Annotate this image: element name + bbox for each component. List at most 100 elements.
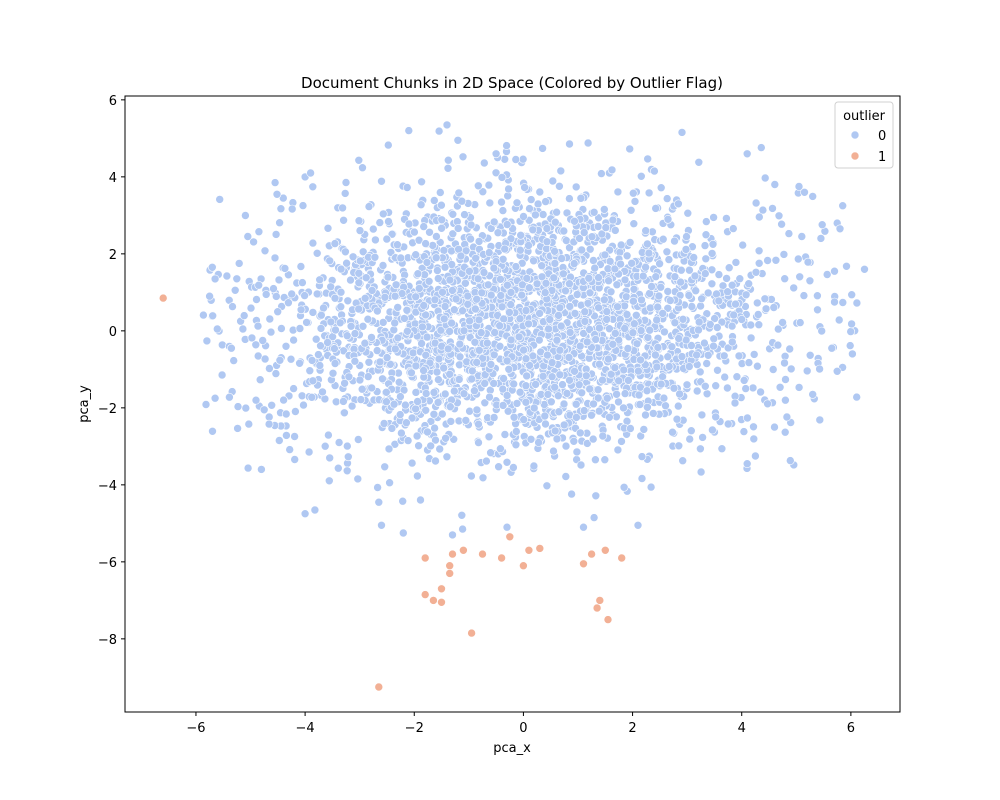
point-series-0 <box>350 356 360 366</box>
point-series-1 <box>600 545 610 555</box>
point-series-0 <box>565 279 574 289</box>
point-series-0 <box>775 382 785 392</box>
point-series-0 <box>471 253 481 263</box>
point-series-0 <box>336 302 346 312</box>
point-series-0 <box>756 387 765 397</box>
point-series-0 <box>441 433 450 443</box>
y-tick-label: −4 <box>98 479 117 494</box>
point-series-0 <box>758 205 768 215</box>
point-series-0 <box>215 195 224 204</box>
point-series-0 <box>435 444 445 454</box>
point-series-0 <box>681 245 691 254</box>
point-series-0 <box>384 444 394 454</box>
point-series-0 <box>779 250 789 259</box>
point-series-1 <box>445 569 455 578</box>
point-series-0 <box>707 249 717 258</box>
point-series-0 <box>378 261 388 270</box>
point-series-0 <box>356 395 366 404</box>
point-series-0 <box>447 318 456 328</box>
point-series-0 <box>331 325 340 335</box>
point-series-0 <box>472 405 482 415</box>
point-series-0 <box>673 401 683 411</box>
point-series-0 <box>502 457 512 467</box>
point-series-0 <box>777 219 786 229</box>
point-series-0 <box>381 387 391 397</box>
point-series-0 <box>473 181 483 191</box>
point-series-0 <box>518 154 528 164</box>
point-series-0 <box>729 310 739 320</box>
point-series-0 <box>664 362 674 371</box>
point-series-0 <box>553 391 563 401</box>
legend-label-0: 0 <box>878 129 886 144</box>
point-series-0 <box>702 359 712 368</box>
point-series-0 <box>367 333 376 342</box>
point-series-1 <box>445 561 455 571</box>
point-series-0 <box>285 445 295 454</box>
point-series-0 <box>478 473 488 483</box>
point-series-0 <box>591 335 601 344</box>
point-series-0 <box>330 239 340 248</box>
point-series-0 <box>243 232 253 241</box>
point-series-0 <box>727 337 737 347</box>
point-series-0 <box>482 456 491 466</box>
point-series-0 <box>428 241 438 250</box>
point-series-0 <box>746 320 756 330</box>
point-series-0 <box>534 438 543 447</box>
point-series-0 <box>358 321 368 331</box>
point-series-0 <box>375 357 385 367</box>
point-series-0 <box>651 350 660 360</box>
point-series-0 <box>505 308 514 317</box>
point-series-0 <box>276 204 286 213</box>
point-series-0 <box>377 520 386 530</box>
point-series-0 <box>340 378 349 388</box>
point-series-0 <box>589 399 598 409</box>
point-series-0 <box>467 471 476 481</box>
point-series-0 <box>768 204 777 213</box>
point-series-0 <box>437 224 446 233</box>
point-series-0 <box>589 208 599 217</box>
point-series-0 <box>700 241 710 250</box>
point-series-1 <box>374 682 384 692</box>
point-series-0 <box>390 439 400 449</box>
point-series-0 <box>594 406 604 416</box>
point-series-0 <box>656 183 666 192</box>
point-series-0 <box>645 325 655 335</box>
x-tick-label: −2 <box>405 721 424 736</box>
point-series-0 <box>724 263 734 273</box>
x-axis: −6 −4 −2 0 2 4 6 <box>186 712 855 736</box>
point-series-0 <box>535 187 545 197</box>
point-series-0 <box>545 315 555 324</box>
point-series-0 <box>437 215 447 225</box>
point-series-0 <box>709 213 718 222</box>
point-series-0 <box>378 209 388 219</box>
point-series-0 <box>534 335 544 345</box>
point-series-0 <box>739 427 749 436</box>
point-series-0 <box>511 427 521 436</box>
point-series-0 <box>737 315 747 324</box>
point-series-0 <box>610 226 620 235</box>
point-series-0 <box>620 301 629 311</box>
point-series-0 <box>436 325 446 335</box>
point-series-0 <box>595 359 604 369</box>
point-series-0 <box>641 410 650 420</box>
point-series-0 <box>500 244 510 254</box>
point-series-0 <box>541 278 551 288</box>
point-series-0 <box>540 411 550 421</box>
point-series-0 <box>684 362 694 371</box>
point-series-0 <box>599 205 609 214</box>
point-series-0 <box>595 323 604 333</box>
point-series-0 <box>552 207 561 217</box>
point-series-0 <box>663 287 673 296</box>
legend-box <box>834 101 894 169</box>
point-series-0 <box>524 319 533 329</box>
point-series-0 <box>797 232 807 241</box>
point-series-0 <box>774 211 784 221</box>
point-series-0 <box>282 431 291 440</box>
point-series-0 <box>308 376 318 386</box>
point-series-0 <box>299 400 308 410</box>
point-series-0 <box>576 460 586 470</box>
point-series-0 <box>575 341 585 351</box>
point-series-0 <box>466 220 476 230</box>
point-series-0 <box>735 274 745 284</box>
